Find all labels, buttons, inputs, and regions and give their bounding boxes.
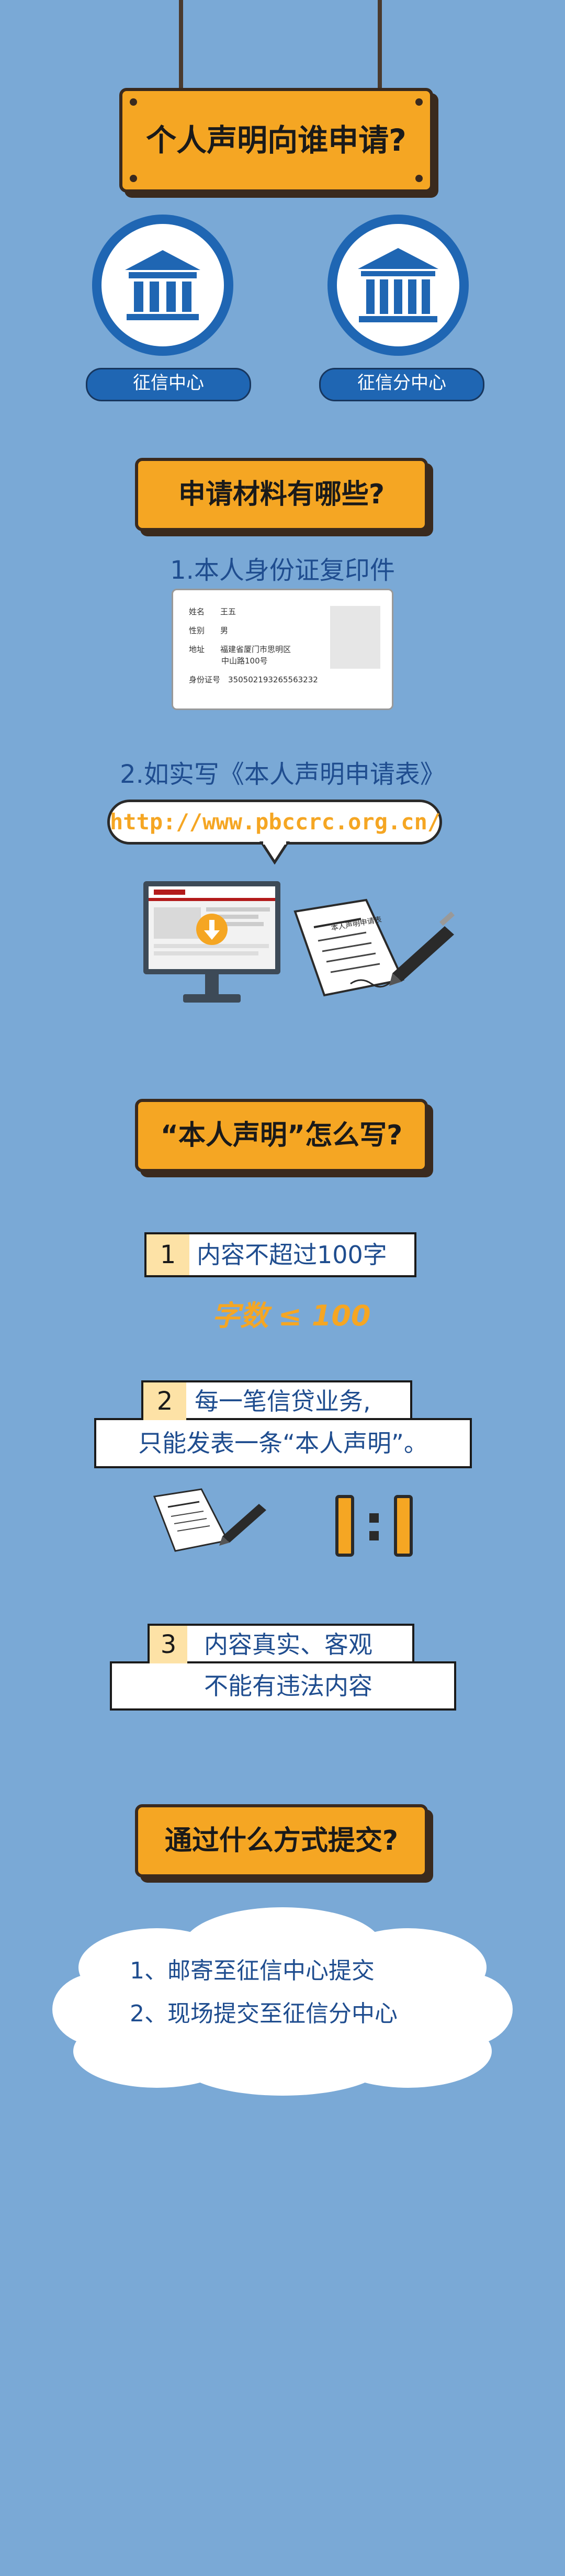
nail-icon	[415, 98, 423, 106]
pen-icon	[389, 911, 455, 986]
document-icon	[293, 898, 455, 997]
id-photo	[330, 606, 380, 669]
id-value: 中山路100号	[221, 656, 268, 666]
bank-circle-right	[327, 215, 469, 356]
url-link[interactable]: http://www.pbccrc.org.cn/	[110, 809, 441, 835]
rule-text-line2: 不能有违法内容	[204, 1672, 372, 1700]
id-value: 王五	[220, 607, 236, 616]
rule-number: 3	[150, 1626, 187, 1663]
section-title: 通过什么方式提交?	[164, 1825, 399, 1857]
submit-method-2: 2、现场提交至征信分中心	[130, 2000, 398, 2027]
document-icon	[153, 1488, 266, 1552]
pen-icon	[219, 1504, 266, 1546]
id-value: 福建省厦门市思明区	[220, 645, 291, 654]
rule-box-3	[148, 1624, 414, 1663]
bank-icon	[125, 250, 200, 320]
nail-icon	[415, 175, 423, 182]
label-credit-center: 征信中心	[86, 368, 251, 401]
id-label: 性别	[189, 626, 205, 635]
material-item-1: 1.本人身份证复印件	[170, 556, 395, 585]
rule-box-2b	[94, 1418, 472, 1468]
section-title: 个人声明向谁申请?	[146, 122, 406, 158]
hanging-rope-left	[179, 0, 183, 92]
section-sign-who: 个人声明向谁申请?	[119, 88, 433, 193]
rule-box-1: 1 内容不超过100字	[144, 1232, 416, 1277]
id-value: 男	[220, 626, 229, 635]
speech-bubble-icon: http://www.pbccrc.org.cn/	[107, 800, 442, 845]
bubble-tail-icon	[259, 841, 290, 864]
label-credit-branch: 征信分中心	[319, 368, 484, 401]
id-label: 身份证号	[189, 675, 221, 684]
id-card-icon: 姓名 王五 性别 男 地址 福建省厦门市思明区 中山路100号 身份证号 350…	[172, 589, 393, 710]
submit-method-1: 1、邮寄至征信中心提交	[130, 1958, 375, 1984]
section-title: 申请材料有哪些?	[178, 479, 385, 510]
id-label: 地址	[189, 645, 205, 654]
rule-number: 2	[143, 1382, 186, 1420]
cloud-icon	[52, 1907, 513, 2096]
section-sign-submit: 通过什么方式提交?	[135, 1804, 428, 1877]
material-item-2: 2.如实写《本人声明申请表》	[120, 760, 445, 789]
id-label: 姓名	[189, 607, 205, 616]
rule-number: 1	[146, 1234, 189, 1275]
bank-circle-left	[92, 215, 233, 356]
section-sign-materials: 申请材料有哪些?	[135, 458, 428, 531]
rule-text-line1: 内容真实、客观	[204, 1630, 372, 1659]
nail-icon	[130, 98, 137, 106]
nail-icon	[130, 175, 137, 182]
section-title: “本人声明”怎么写?	[160, 1120, 403, 1151]
rule-text-line1: 每一笔信贷业务,	[195, 1387, 371, 1415]
rule-text-line2: 只能发表一条“本人声明”。	[138, 1429, 428, 1457]
id-value: 350502193265563232	[228, 675, 318, 684]
rule-subtext: 字数 ≤ 100	[212, 1299, 371, 1332]
bank-icon	[358, 248, 438, 322]
rule-box-3b	[110, 1661, 456, 1711]
ratio-icon	[335, 1495, 413, 1557]
hanging-rope-right	[378, 0, 382, 92]
rule-box-2	[141, 1380, 412, 1420]
section-sign-how-to-write: “本人声明”怎么写?	[135, 1099, 428, 1172]
rule-text: 内容不超过100字	[197, 1241, 387, 1269]
monitor-icon	[143, 881, 280, 1003]
